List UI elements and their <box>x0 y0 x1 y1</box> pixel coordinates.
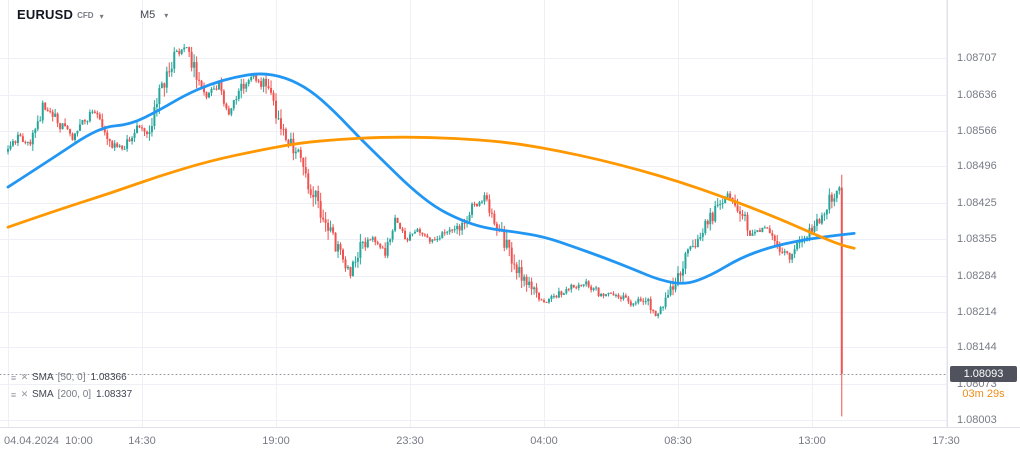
price-tick-label: 1.08003 <box>957 414 997 426</box>
indicator-name: SMA <box>32 372 54 383</box>
indicator-menu-icon[interactable]: ≡ <box>10 389 17 400</box>
time-tick-label: 04.04.2024 10:00 <box>4 435 93 447</box>
symbol-selector[interactable]: EURUSD CFD ▾ <box>17 7 104 22</box>
indicator-menu-icon[interactable]: ≡ <box>10 372 17 383</box>
timeframe-selector[interactable]: M5 ▾ <box>140 9 168 21</box>
price-tick-label: 1.08144 <box>957 341 997 354</box>
candlestick-chart-canvas[interactable] <box>0 0 947 427</box>
timeframe-label: M5 <box>140 9 156 21</box>
price-tick-label: 1.08284 <box>957 269 997 282</box>
symbol-type-label: CFD <box>77 11 94 20</box>
indicator-value: 1.08337 <box>96 389 133 400</box>
indicator-remove-icon[interactable]: ✕ <box>20 389 29 399</box>
time-tick-label: 04:00 <box>530 435 558 447</box>
indicator-remove-icon[interactable]: ✕ <box>20 372 29 382</box>
time-tick-label: 19:00 <box>262 435 290 447</box>
price-tick-label: 1.08214 <box>957 305 997 318</box>
indicator-legend: ≡ ✕ SMA [50, 0] 1.08366 ≡ ✕ SMA [200, 0]… <box>8 369 132 403</box>
price-tick-label: 1.08355 <box>957 233 997 245</box>
indicator-params: [50, 0] <box>57 372 86 383</box>
indicator-row-sma50: ≡ ✕ SMA [50, 0] 1.08366 <box>8 369 132 386</box>
price-tick-label: 1.08707 <box>957 52 997 64</box>
indicator-params: [200, 0] <box>57 389 92 400</box>
bar-countdown: 03m 29s <box>962 387 1005 400</box>
last-price-label: 1.08093 <box>950 365 1017 382</box>
indicator-name: SMA <box>32 389 54 400</box>
price-tick-label: 1.08496 <box>957 160 997 173</box>
time-tick-label: 14:30 <box>128 435 156 447</box>
chevron-down-icon: ▾ <box>164 11 169 20</box>
chevron-down-icon: ▾ <box>99 12 104 21</box>
indicator-row-sma200: ≡ ✕ SMA [200, 0] 1.08337 <box>8 386 132 403</box>
time-axis[interactable]: 04.04.2024 10:00 14:30 19:00 23:30 04:00 08:3… <box>0 427 1020 453</box>
time-tick-label: 08:30 <box>664 435 692 447</box>
price-tick-label: 1.08425 <box>957 197 997 209</box>
price-axis[interactable]: 1.08093 03m 29s 1.08707 1.08636 1.08566 1.0… <box>947 0 1020 427</box>
time-tick-label: 13:00 <box>798 435 826 447</box>
time-tick-label: 17:30 <box>932 435 960 447</box>
time-tick-label: 23:30 <box>396 435 424 447</box>
indicator-value: 1.08366 <box>90 372 127 383</box>
price-tick-label: 1.08636 <box>957 88 997 101</box>
price-tick-label: 1.08566 <box>957 124 997 137</box>
symbol-name: EURUSD <box>17 7 74 22</box>
